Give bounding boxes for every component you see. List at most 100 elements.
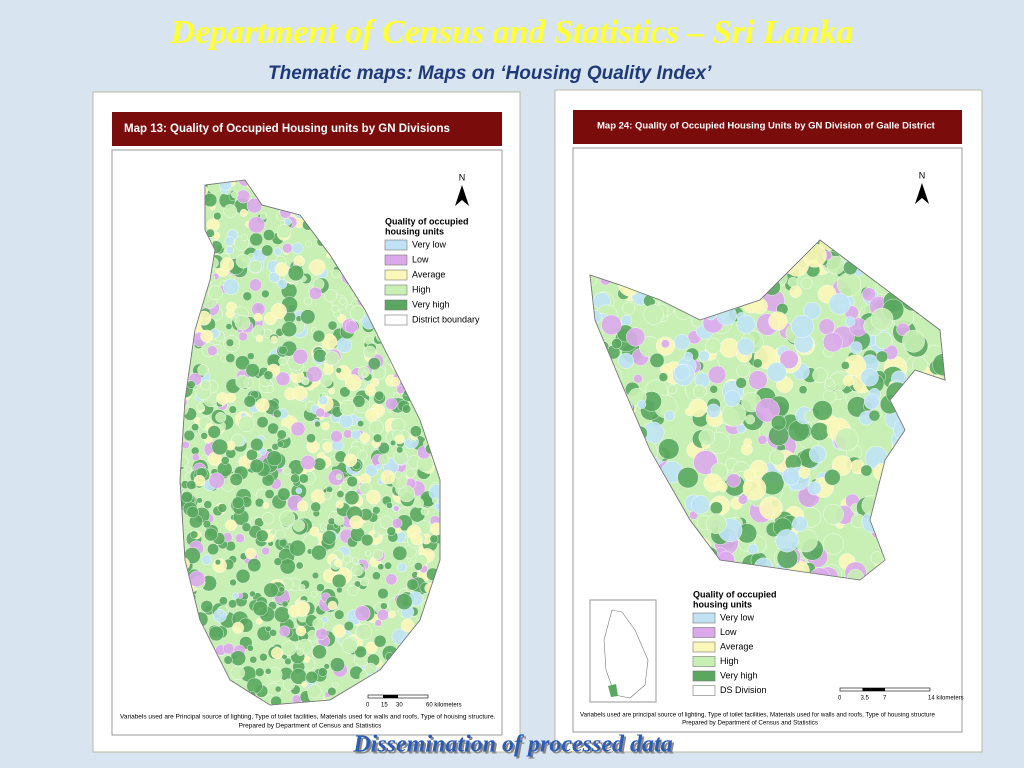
map-region	[372, 506, 381, 515]
map-region	[255, 398, 270, 413]
map-region	[253, 312, 263, 322]
map-region	[232, 621, 245, 634]
map-region	[330, 430, 343, 443]
legend-label: Very low	[720, 612, 755, 622]
legend-title: Quality of occupied	[385, 216, 469, 226]
legend-swatch	[692, 685, 716, 696]
legend-label: Very high	[720, 670, 758, 680]
map-region	[231, 190, 239, 199]
map-region	[202, 520, 212, 529]
map-region	[366, 489, 381, 505]
map-region	[717, 481, 728, 492]
legend-swatch	[384, 254, 408, 266]
map-region	[234, 314, 251, 331]
map-region	[322, 443, 329, 450]
map-region	[238, 331, 248, 342]
map-region	[292, 519, 306, 532]
map-region	[255, 618, 263, 625]
map-region	[235, 253, 251, 269]
map-region	[278, 586, 285, 593]
map-region	[214, 559, 221, 566]
map-region	[336, 586, 343, 594]
map-region	[207, 345, 218, 356]
map-region	[818, 318, 835, 335]
slide-subtitle: Thematic maps: Maps on ‘Housing Quality …	[268, 63, 712, 84]
map-region	[349, 515, 364, 530]
map-region	[274, 262, 289, 277]
map-region	[782, 467, 800, 486]
map-region	[273, 606, 291, 623]
map-region	[373, 532, 380, 539]
map-region	[822, 533, 845, 555]
map-region	[637, 399, 647, 409]
map-region	[312, 618, 324, 630]
map-region	[234, 533, 245, 544]
map-region	[736, 364, 750, 378]
map-region	[248, 259, 262, 274]
map-region	[360, 370, 368, 377]
map-region	[278, 345, 288, 355]
map-region	[263, 582, 279, 598]
slide-title: Department of Census and Statistics – Sr…	[170, 14, 854, 51]
legend-swatch	[692, 627, 716, 638]
map-region	[185, 466, 192, 473]
map-region	[400, 618, 415, 633]
map-region	[708, 365, 727, 384]
map-region	[621, 314, 633, 327]
legend-label: Average	[720, 641, 753, 651]
map-region	[622, 301, 636, 315]
map-region	[429, 534, 439, 544]
map-region	[365, 464, 378, 478]
footer-shadow: Dissemination of processed data	[354, 734, 674, 760]
map-region	[841, 361, 850, 370]
map-region	[375, 463, 382, 471]
map-region	[225, 519, 237, 532]
map-region	[738, 494, 749, 505]
map-region	[874, 331, 892, 350]
map-region	[341, 637, 358, 654]
map-region	[266, 450, 283, 467]
map-region	[310, 501, 321, 513]
map-region	[336, 490, 345, 498]
map-region	[295, 487, 303, 494]
map-region	[274, 685, 282, 693]
map-region	[860, 368, 879, 387]
map-region	[390, 439, 397, 446]
map-region	[191, 453, 200, 462]
map-region	[305, 240, 312, 248]
map-region	[397, 562, 407, 573]
map-region	[295, 625, 307, 637]
map-region	[305, 670, 319, 684]
scale-bar-fill	[383, 695, 398, 698]
footer: Dissemination of processed data	[352, 732, 672, 758]
map-region	[683, 351, 693, 362]
map-region	[283, 678, 296, 691]
legend-label: District boundary	[412, 314, 480, 324]
map-region	[289, 539, 306, 557]
map-region	[374, 619, 383, 627]
map-region	[284, 657, 292, 666]
map-region	[230, 650, 247, 666]
map-outline	[589, 239, 946, 581]
map-region	[239, 208, 248, 217]
legend-label: Low	[412, 254, 429, 264]
map-region	[215, 412, 226, 423]
map-region	[736, 424, 746, 434]
map-region	[633, 374, 643, 384]
map-region	[736, 337, 755, 356]
inset-outline	[603, 609, 649, 699]
map-region	[759, 496, 783, 520]
map-region	[706, 403, 721, 418]
map-region	[385, 573, 398, 586]
map-region	[222, 278, 240, 295]
map-region	[273, 409, 282, 419]
map-region	[319, 523, 327, 531]
map-region	[868, 409, 881, 422]
map-region	[842, 374, 855, 387]
map-region	[323, 663, 330, 670]
map-region	[287, 264, 304, 282]
scale-bar-fill	[862, 688, 885, 691]
legend-title: housing units	[385, 226, 444, 236]
map-region	[870, 551, 884, 565]
